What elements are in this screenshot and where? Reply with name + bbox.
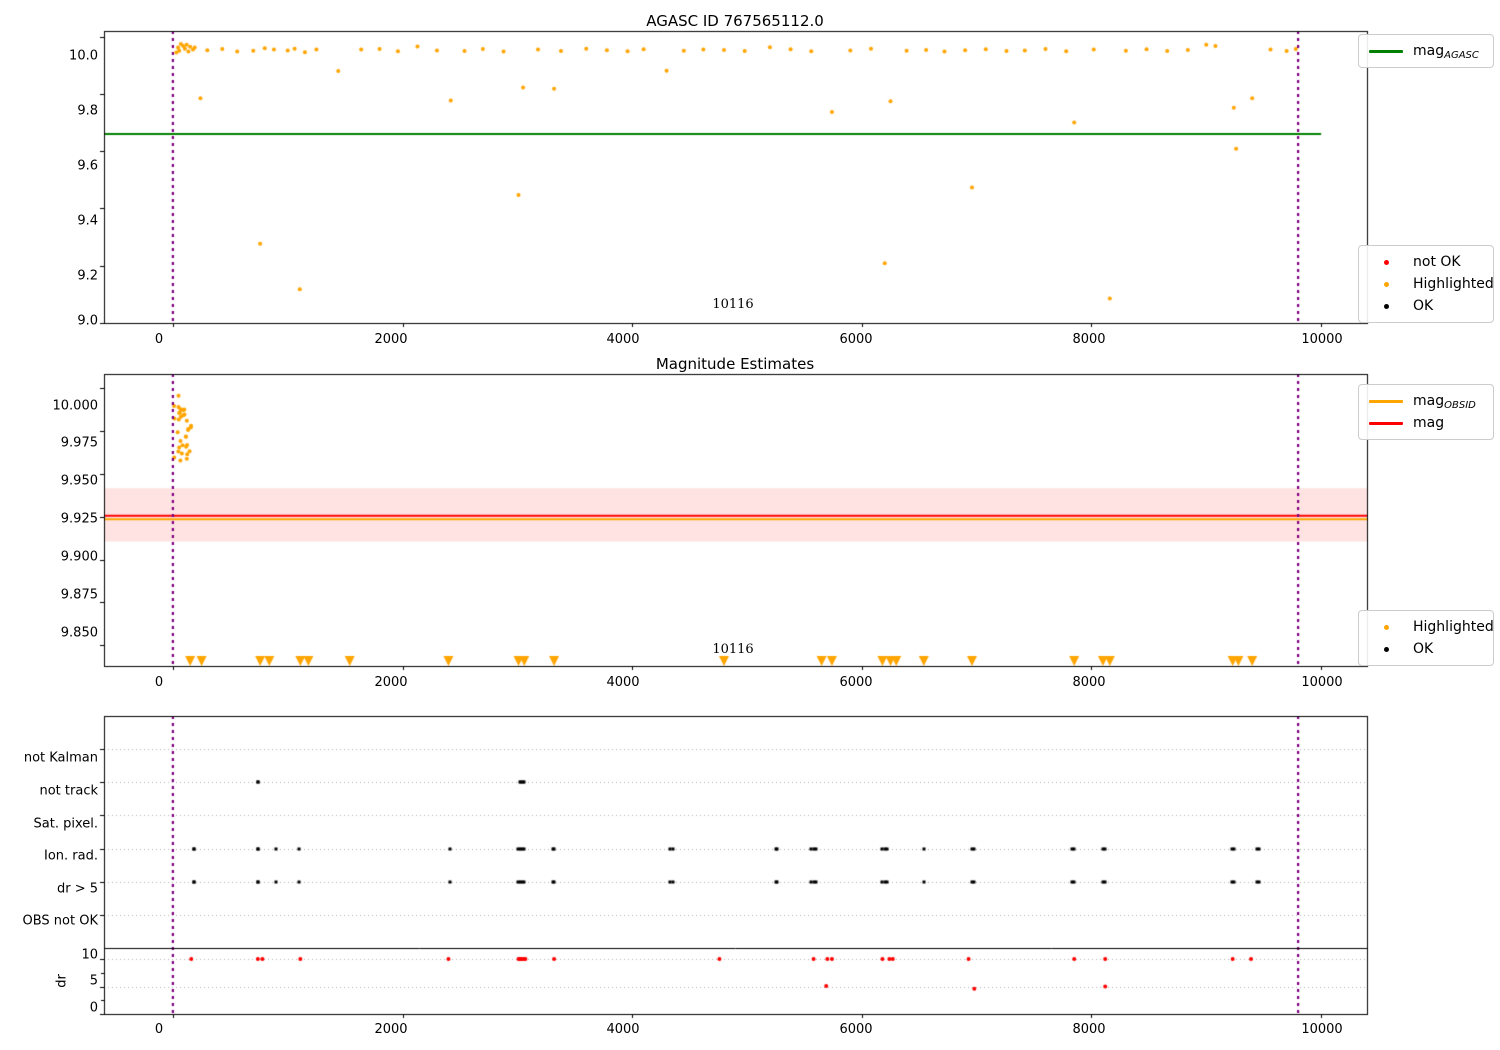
figure-root: AGASC ID 767565112.0 10.0 9.8 9.6 9.4 9.… — [0, 0, 1500, 1050]
plot-canvas — [0, 0, 1500, 1050]
